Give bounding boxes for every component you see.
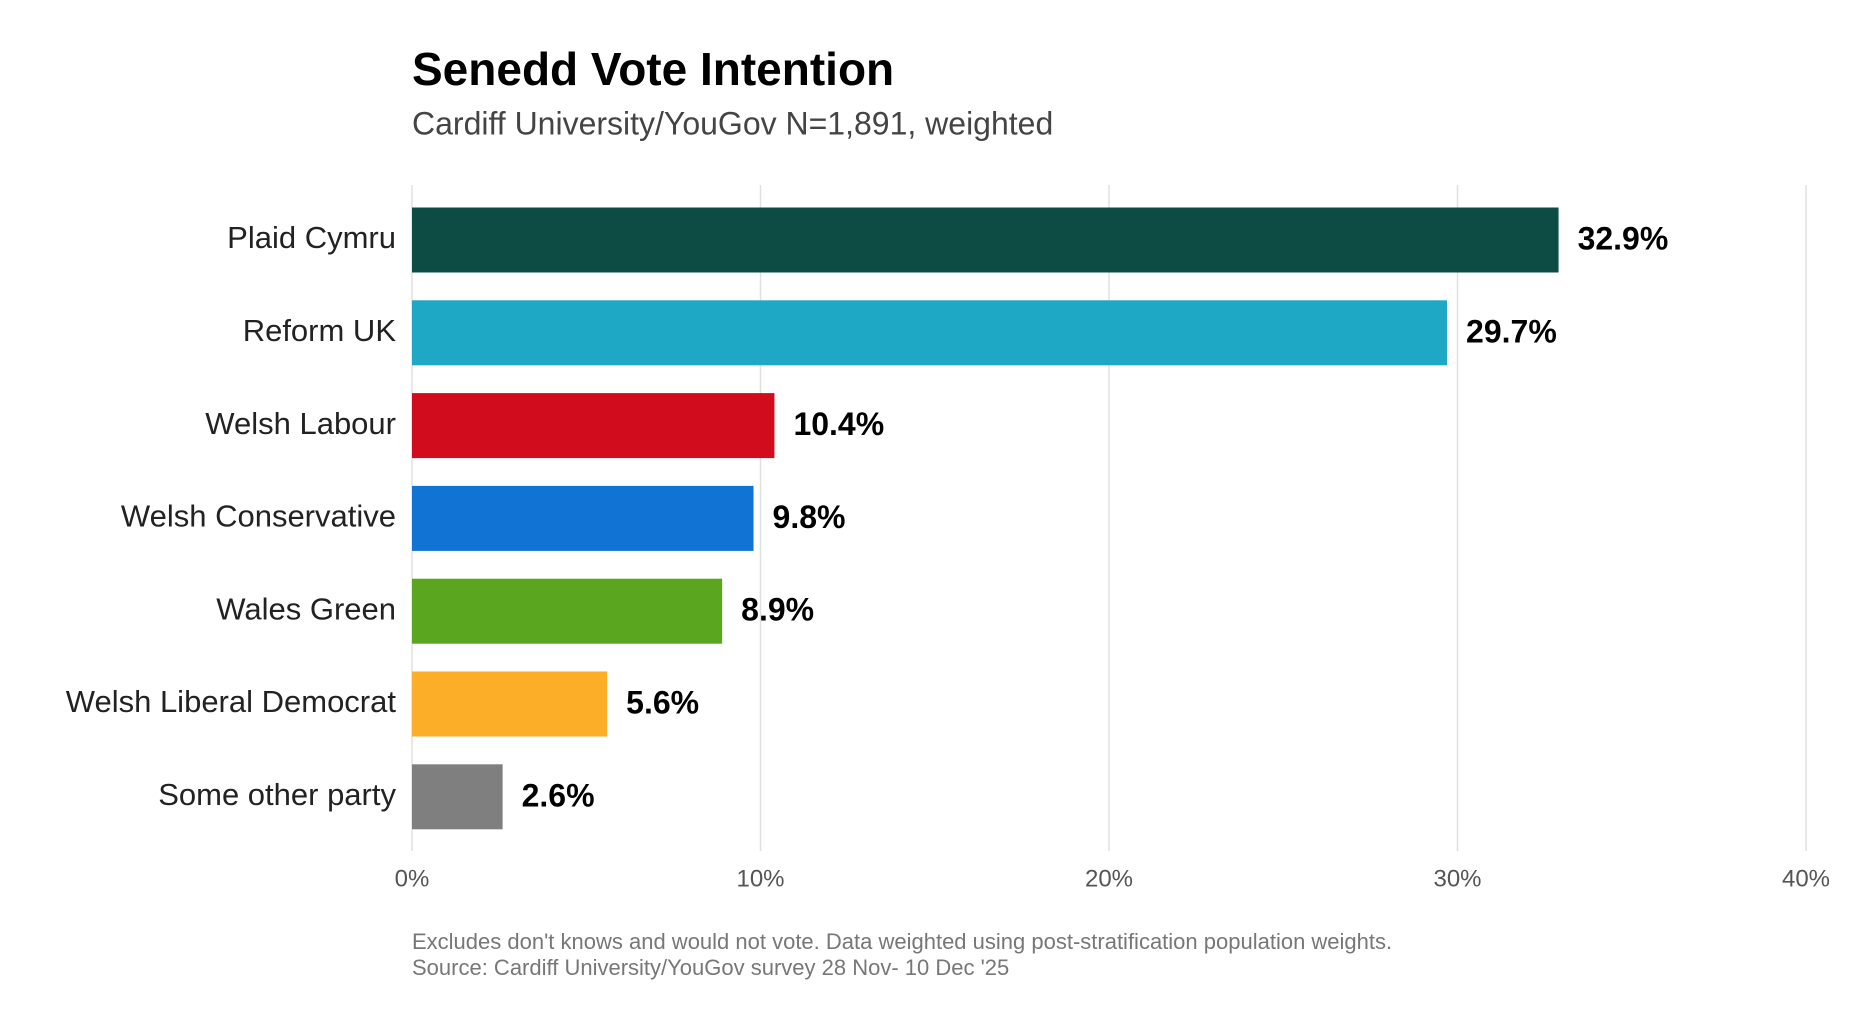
value-label: 5.6% <box>626 684 699 720</box>
bar <box>412 393 775 459</box>
category-label: Welsh Labour <box>205 406 396 441</box>
category-label: Reform UK <box>243 313 397 348</box>
category-label: Wales Green <box>216 591 396 626</box>
category-label: Welsh Liberal Democrat <box>66 684 397 719</box>
category-label: Plaid Cymru <box>227 220 396 255</box>
chart-subtitle: Cardiff University/YouGov N=1,891, weigh… <box>412 105 1053 141</box>
bar <box>412 300 1448 366</box>
value-label: 8.9% <box>741 592 814 628</box>
category-label: Welsh Conservative <box>121 499 396 534</box>
value-label: 2.6% <box>522 777 595 813</box>
bar <box>412 764 503 830</box>
value-label: 9.8% <box>773 499 846 535</box>
bar <box>412 671 608 737</box>
x-tick-label: 40% <box>1782 865 1830 892</box>
x-tick-label: 20% <box>1085 865 1133 892</box>
value-label: 32.9% <box>1578 220 1669 256</box>
value-label: 29.7% <box>1466 313 1557 349</box>
chart-title: Senedd Vote Intention <box>412 43 894 95</box>
bar <box>412 207 1559 273</box>
bar <box>412 578 723 644</box>
value-label: 10.4% <box>793 406 884 442</box>
x-tick-label: 10% <box>736 865 784 892</box>
bar <box>412 485 754 551</box>
x-tick-label: 0% <box>395 865 430 892</box>
source-note: Source: Cardiff University/YouGov survey… <box>412 955 1009 980</box>
category-label: Some other party <box>158 777 396 812</box>
footnote: Excludes don't knows and would not vote.… <box>412 929 1392 954</box>
x-tick-label: 30% <box>1433 865 1481 892</box>
